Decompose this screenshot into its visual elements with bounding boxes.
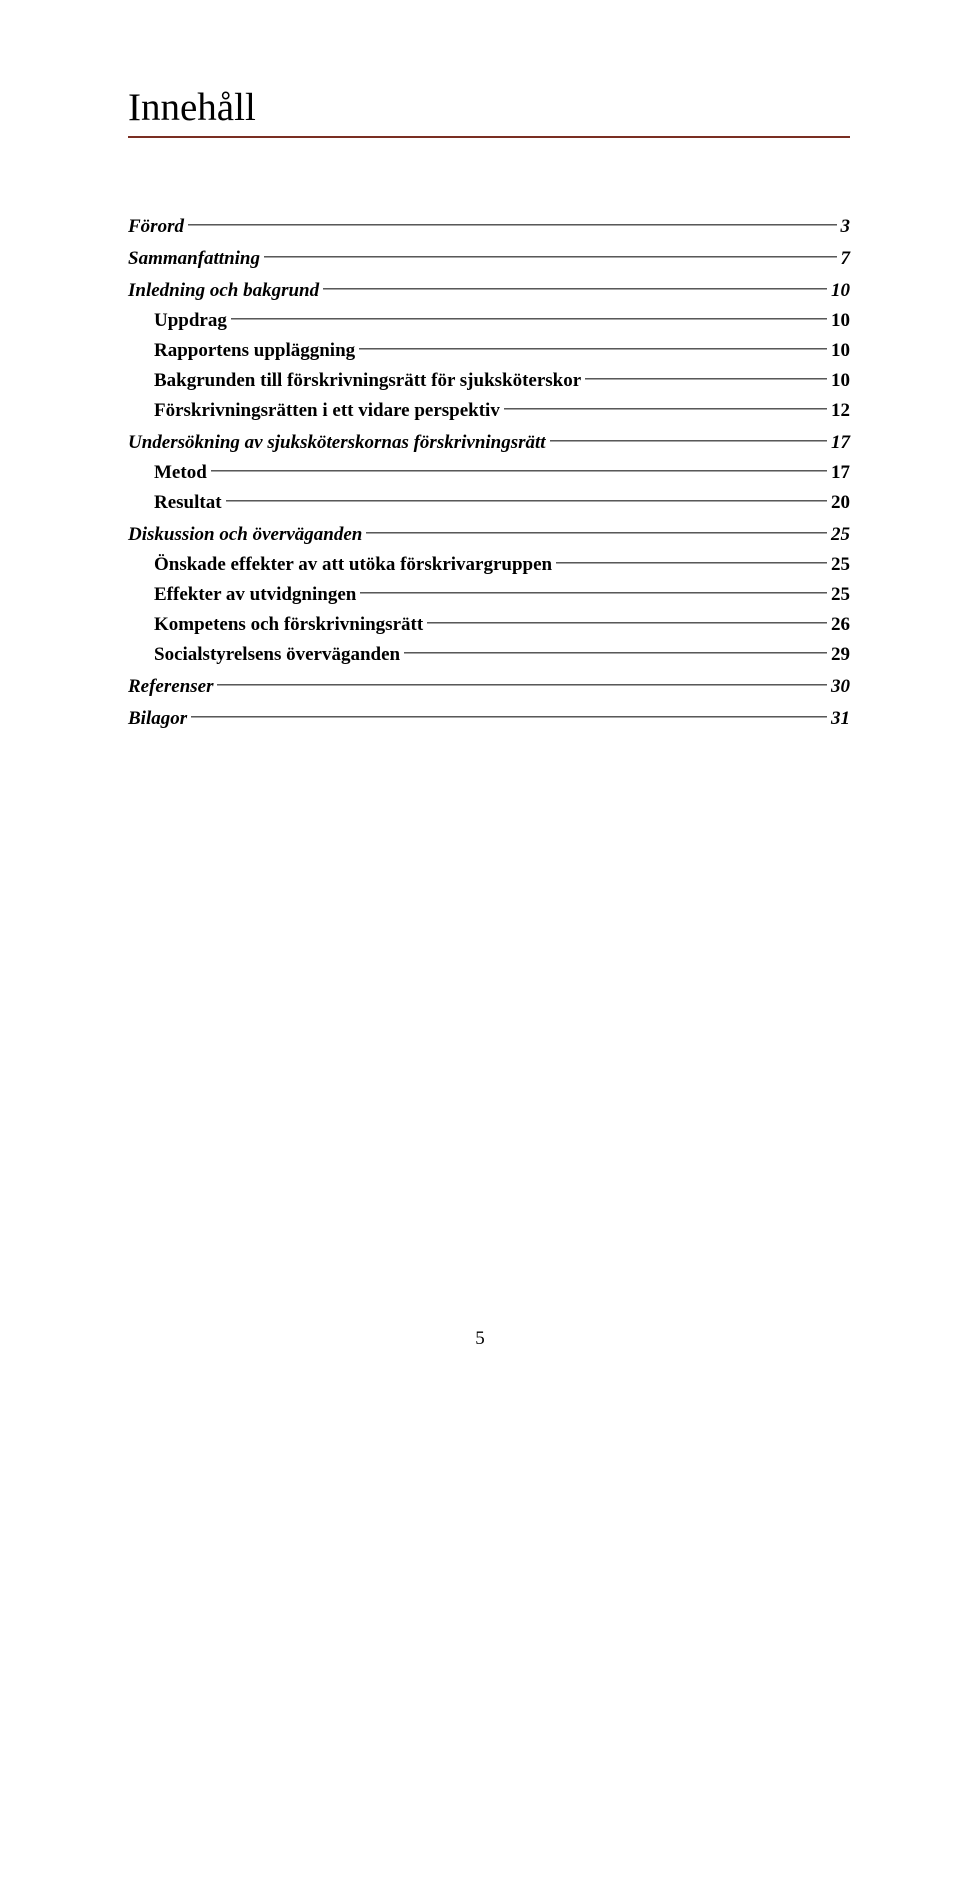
- toc-entry-label: Effekter av utvidgningen: [154, 584, 356, 606]
- toc-entry: Socialstyrelsens överväganden 29: [128, 644, 850, 666]
- toc-entry-label: Sammanfattning: [128, 248, 260, 270]
- toc-entry-label: Rapportens uppläggning: [154, 340, 355, 362]
- table-of-contents: Förord 3 Sammanfattning 7 Inledning och bakg…: [128, 216, 850, 730]
- toc-entry: Förord 3: [128, 216, 850, 238]
- toc-entry-label: Referenser: [128, 676, 213, 698]
- toc-leader-line: [404, 652, 827, 653]
- toc-entry: Bakgrunden till förskrivningsrätt för sj…: [128, 370, 850, 392]
- toc-entry-page: 26: [831, 614, 850, 636]
- page-title: Innehåll: [128, 85, 850, 130]
- toc-entry: Bilagor 31: [128, 708, 850, 730]
- toc-entry-page: 25: [831, 584, 850, 606]
- toc-entry-page: 17: [831, 432, 850, 454]
- toc-entry-page: 10: [831, 370, 850, 392]
- toc-entry-page: 30: [831, 676, 850, 698]
- toc-entry-page: 25: [831, 524, 850, 546]
- toc-entry-label: Förskrivningsrätten i ett vidare perspek…: [154, 400, 500, 422]
- toc-entry: Rapportens uppläggning 10: [128, 340, 850, 362]
- toc-entry-label: Bilagor: [128, 708, 187, 730]
- toc-entry-label: Metod: [154, 462, 207, 484]
- toc-leader-line: [231, 318, 827, 319]
- toc-leader-line: [359, 348, 827, 349]
- toc-entry-page: 20: [831, 492, 850, 514]
- toc-entry: Undersökning av sjuksköterskornas förskr…: [128, 432, 850, 454]
- toc-leader-line: [226, 500, 827, 501]
- toc-entry: Resultat 20: [128, 492, 850, 514]
- toc-leader-line: [211, 470, 827, 471]
- toc-entry: Effekter av utvidgningen 25: [128, 584, 850, 606]
- toc-leader-line: [427, 622, 827, 623]
- toc-entry: Inledning och bakgrund 10: [128, 280, 850, 302]
- title-underline: [128, 136, 850, 138]
- toc-entry-label: Socialstyrelsens överväganden: [154, 644, 400, 666]
- toc-leader-line: [188, 224, 837, 225]
- toc-entry-label: Inledning och bakgrund: [128, 280, 319, 302]
- toc-entry-page: 10: [831, 280, 850, 302]
- toc-entry-page: 12: [831, 400, 850, 422]
- toc-entry: Kompetens och förskrivningsrätt 26: [128, 614, 850, 636]
- toc-entry: Förskrivningsrätten i ett vidare perspek…: [128, 400, 850, 422]
- toc-entry: Önskade effekter av att utöka förskrivar…: [128, 554, 850, 576]
- toc-entry-page: 10: [831, 340, 850, 362]
- toc-entry-page: 25: [831, 554, 850, 576]
- toc-entry: Sammanfattning 7: [128, 248, 850, 270]
- toc-entry-label: Önskade effekter av att utöka förskrivar…: [154, 554, 552, 576]
- toc-entry: Metod 17: [128, 462, 850, 484]
- toc-entry: Uppdrag 10: [128, 310, 850, 332]
- toc-leader-line: [191, 716, 827, 717]
- toc-leader-line: [360, 592, 827, 593]
- page-number: 5: [0, 1328, 960, 1350]
- toc-leader-line: [217, 684, 827, 685]
- toc-leader-line: [264, 256, 837, 257]
- toc-entry-label: Resultat: [154, 492, 222, 514]
- toc-entry-page: 7: [841, 248, 851, 270]
- toc-entry-page: 3: [841, 216, 851, 238]
- toc-entry-page: 10: [831, 310, 850, 332]
- toc-leader-line: [366, 532, 827, 533]
- toc-leader-line: [556, 562, 827, 563]
- toc-entry-label: Uppdrag: [154, 310, 227, 332]
- toc-entry-label: Förord: [128, 216, 184, 238]
- toc-leader-line: [585, 378, 827, 379]
- toc-entry-label: Bakgrunden till förskrivningsrätt för sj…: [154, 370, 581, 392]
- toc-entry-label: Diskussion och överväganden: [128, 524, 362, 546]
- toc-entry-label: Kompetens och förskrivningsrätt: [154, 614, 423, 636]
- toc-entry-label: Undersökning av sjuksköterskornas förskr…: [128, 432, 546, 454]
- toc-leader-line: [504, 408, 827, 409]
- toc-leader-line: [550, 440, 827, 441]
- toc-leader-line: [323, 288, 827, 289]
- toc-entry: Referenser 30: [128, 676, 850, 698]
- toc-entry-page: 29: [831, 644, 850, 666]
- toc-entry-page: 31: [831, 708, 850, 730]
- toc-entry-page: 17: [831, 462, 850, 484]
- toc-entry: Diskussion och överväganden 25: [128, 524, 850, 546]
